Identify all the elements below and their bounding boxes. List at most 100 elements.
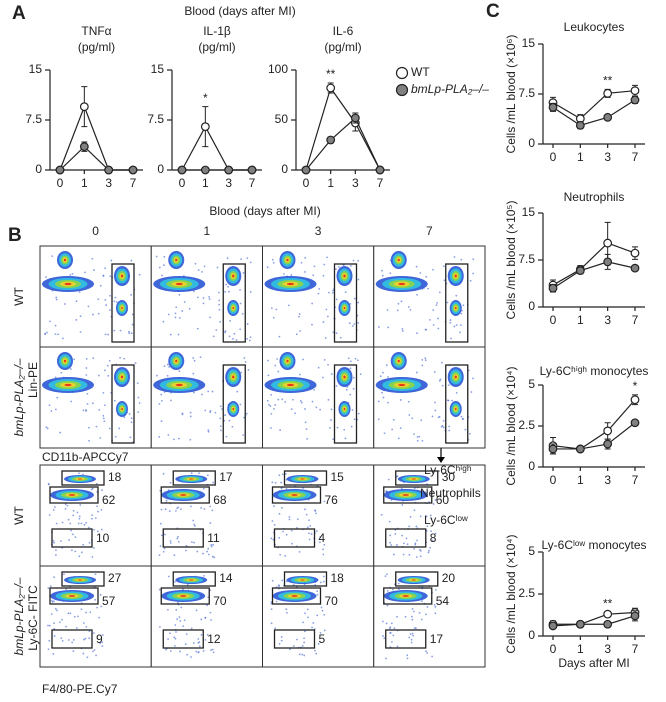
- event-dot: [173, 636, 176, 639]
- chart-title: Ly-6Cʰⁱᵍʰ monocytes: [540, 364, 649, 378]
- panel-a-header: Blood (days after MI): [184, 4, 295, 18]
- event-dot: [75, 627, 78, 629]
- event-dot: [59, 621, 61, 624]
- event-dot: [60, 637, 63, 640]
- event-dot: [239, 403, 242, 406]
- event-dot: [158, 402, 161, 405]
- event-dot: [313, 265, 316, 268]
- event-dot: [190, 505, 192, 508]
- event-dot: [448, 429, 451, 432]
- gate: [162, 528, 204, 548]
- event-dot: [242, 272, 245, 274]
- event-dot: [91, 257, 94, 260]
- event-dot: [197, 651, 200, 654]
- series-line: [552, 242, 636, 286]
- event-dot: [270, 537, 273, 540]
- chart-subtitle: (pg/ml): [78, 40, 115, 54]
- event-dot: [399, 427, 402, 430]
- density: [63, 258, 67, 262]
- event-dot: [281, 579, 284, 582]
- event-dot: [401, 330, 404, 332]
- event-dot: [74, 550, 77, 553]
- event-dot: [52, 539, 55, 542]
- event-dot: [163, 547, 166, 550]
- event-dot: [402, 553, 405, 556]
- event-dot: [183, 619, 186, 622]
- event-dot: [60, 371, 63, 374]
- event-dot: [231, 425, 234, 428]
- event-dot: [92, 650, 94, 653]
- event-dot: [396, 615, 398, 618]
- chart-title: Neutrophils: [564, 190, 625, 204]
- axis-label: Lin-PE: [26, 362, 40, 398]
- event-dot: [278, 335, 281, 338]
- event-dot: [93, 528, 96, 531]
- data-point: [326, 83, 336, 93]
- event-dot: [202, 552, 204, 555]
- event-dot: [357, 259, 360, 262]
- density: [68, 595, 76, 597]
- event-dot: [178, 370, 181, 372]
- event-dot: [173, 554, 176, 557]
- density: [300, 579, 305, 581]
- gate: [273, 528, 316, 548]
- event-dot: [207, 553, 210, 556]
- gate: [395, 571, 439, 587]
- event-dot: [47, 624, 49, 627]
- event-dot: [48, 404, 51, 407]
- event-dot: [278, 537, 281, 539]
- legend-label: WT: [411, 65, 430, 79]
- event-dot: [330, 419, 332, 421]
- event-dot: [244, 361, 247, 363]
- event-dot: [400, 300, 403, 303]
- gate-percent: 10: [96, 531, 110, 545]
- data-point: [603, 609, 613, 619]
- event-dot: [269, 405, 272, 407]
- event-dot: [178, 437, 180, 440]
- density: [454, 306, 457, 310]
- event-dot: [102, 274, 105, 277]
- event-dot: [209, 316, 212, 319]
- event-dot: [249, 291, 252, 293]
- event-dot: [249, 261, 252, 264]
- event-dot: [99, 436, 102, 439]
- event-dot: [344, 291, 347, 294]
- gate-name: Ly-6Cʰⁱᵍʰ: [424, 463, 472, 477]
- event-dot: [48, 624, 51, 627]
- event-dot: [158, 588, 161, 591]
- event-dot: [397, 582, 400, 585]
- event-dot: [134, 362, 137, 365]
- event-dot: [448, 425, 450, 428]
- data-point: [177, 165, 187, 175]
- event-dot: [123, 357, 126, 360]
- x-tick-label: 0: [57, 176, 64, 190]
- x-tick-label: 3: [604, 642, 611, 656]
- density: [397, 359, 400, 363]
- series-line: [552, 399, 636, 450]
- x-axis-label: Days after MI: [558, 656, 629, 670]
- event-dot: [178, 316, 181, 319]
- event-dot: [435, 588, 437, 591]
- event-dot: [345, 388, 348, 391]
- event-dot: [335, 385, 338, 387]
- y-axis-label: Cells /mL blood (×10⁴): [504, 534, 518, 653]
- event-dot: [69, 612, 72, 615]
- event-dot: [319, 536, 322, 538]
- event-dot: [438, 291, 441, 294]
- gate-percent: 11: [207, 531, 220, 545]
- event-dot: [270, 412, 273, 415]
- event-dot: [396, 645, 399, 648]
- event-dot: [175, 631, 177, 633]
- event-dot: [290, 274, 293, 276]
- event-dot: [298, 653, 301, 656]
- event-dot: [114, 435, 117, 438]
- gate: [283, 470, 328, 486]
- event-dot: [239, 328, 242, 331]
- event-dot: [218, 291, 220, 294]
- gate: [395, 470, 439, 486]
- event-dot: [453, 325, 456, 328]
- x-tick-label: 0: [550, 313, 557, 327]
- event-dot: [50, 410, 53, 412]
- gate: [445, 263, 469, 343]
- event-dot: [415, 525, 418, 528]
